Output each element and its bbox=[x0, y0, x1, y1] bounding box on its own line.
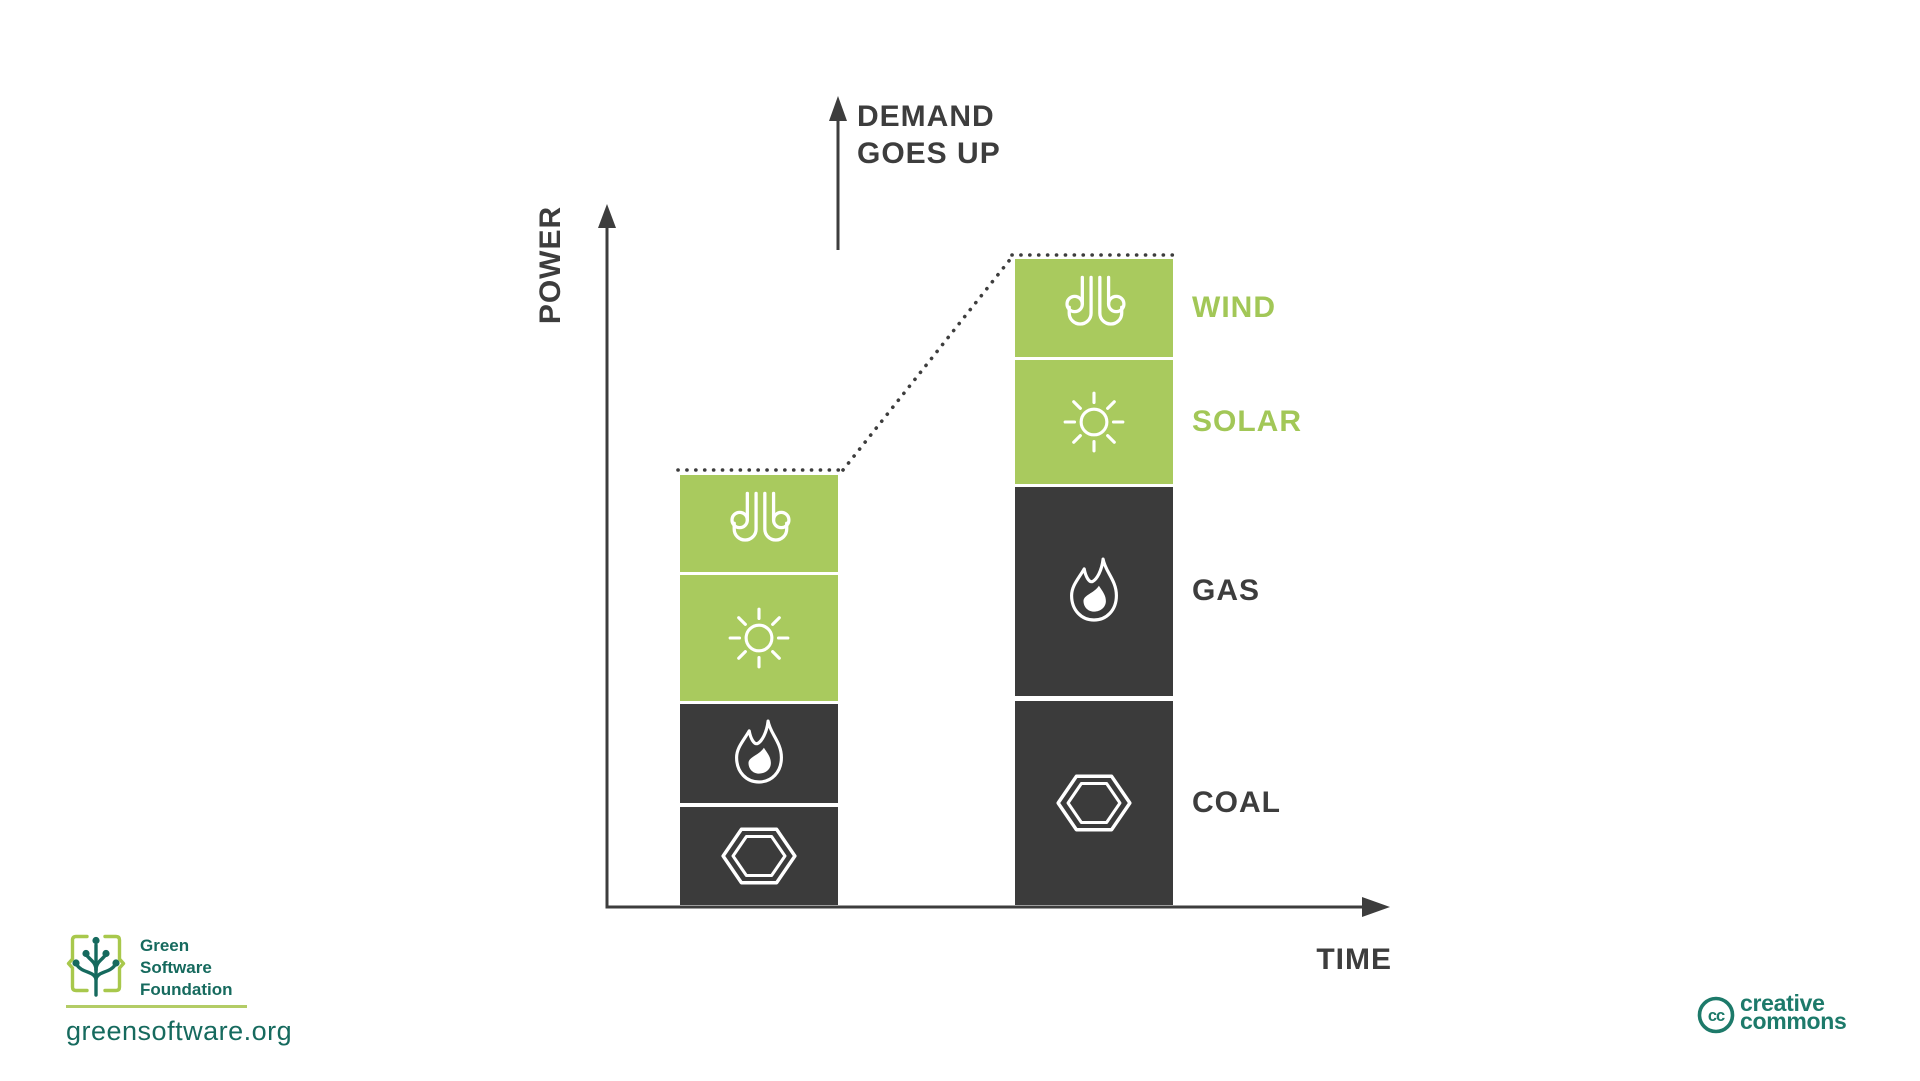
dotted-demand-rise-line bbox=[841, 255, 1014, 472]
gsf-wordmark: Green Software Foundation bbox=[140, 935, 233, 1001]
gsf-website-link[interactable]: greensoftware.org bbox=[66, 1016, 293, 1046]
bar1-gas-segment bbox=[680, 704, 838, 803]
sun-icon bbox=[1055, 383, 1133, 461]
demand-annotation-line1: DEMAND bbox=[857, 100, 995, 133]
x-axis-label: TIME bbox=[1316, 943, 1392, 976]
demand-arrowhead bbox=[829, 96, 847, 121]
gsf-wordmark-line2: Software bbox=[140, 958, 212, 977]
sun-icon bbox=[720, 599, 798, 677]
coal-label: COAL bbox=[1192, 786, 1281, 819]
demand-annotation: DEMAND GOES UP bbox=[857, 98, 1001, 172]
gas-label: GAS bbox=[1192, 574, 1261, 607]
wind-icon bbox=[721, 489, 797, 559]
flame-icon bbox=[1059, 552, 1129, 632]
coal-hexagon-icon bbox=[717, 821, 801, 891]
bar2-gas-segment bbox=[1015, 487, 1173, 696]
solar-label: SOLAR bbox=[1192, 405, 1302, 438]
bar2-coal-segment bbox=[1015, 701, 1173, 905]
x-axis bbox=[605, 897, 1390, 917]
wind-icon bbox=[1056, 273, 1132, 343]
bar1-solar-segment bbox=[680, 575, 838, 701]
y-axis bbox=[598, 204, 616, 907]
y-axis-arrowhead bbox=[598, 204, 616, 228]
gsf-wordmark-line3: Foundation bbox=[140, 980, 233, 999]
coal-hexagon-icon bbox=[1052, 768, 1136, 838]
flame-icon bbox=[724, 714, 794, 794]
demand-up-arrow bbox=[829, 96, 847, 250]
x-axis-arrowhead bbox=[1362, 897, 1390, 917]
demand-annotation-line2: GOES UP bbox=[857, 137, 1001, 170]
gsf-wordmark-line1: Green bbox=[140, 936, 190, 955]
bar2-wind-segment bbox=[1015, 259, 1173, 357]
cc-wordmark-line2: commons bbox=[1740, 1007, 1847, 1034]
cc-badge-text: cc bbox=[1708, 1007, 1725, 1025]
bar2-solar-segment bbox=[1015, 360, 1173, 484]
bar1-coal-segment bbox=[680, 807, 838, 905]
cc-badge-icon: cc bbox=[1697, 996, 1735, 1034]
creative-commons-logo[interactable]: cc creative commons bbox=[1696, 990, 1866, 1038]
gsf-tree-icon bbox=[66, 934, 126, 997]
wind-label: WIND bbox=[1192, 291, 1276, 324]
y-axis-label: POWER bbox=[534, 205, 567, 325]
bar1-wind-segment bbox=[680, 475, 838, 572]
cc-wordmark-line1: creative bbox=[1740, 990, 1825, 1016]
gsf-divider bbox=[66, 1005, 247, 1008]
cc-wordmark: creative commons bbox=[1740, 990, 1847, 1034]
